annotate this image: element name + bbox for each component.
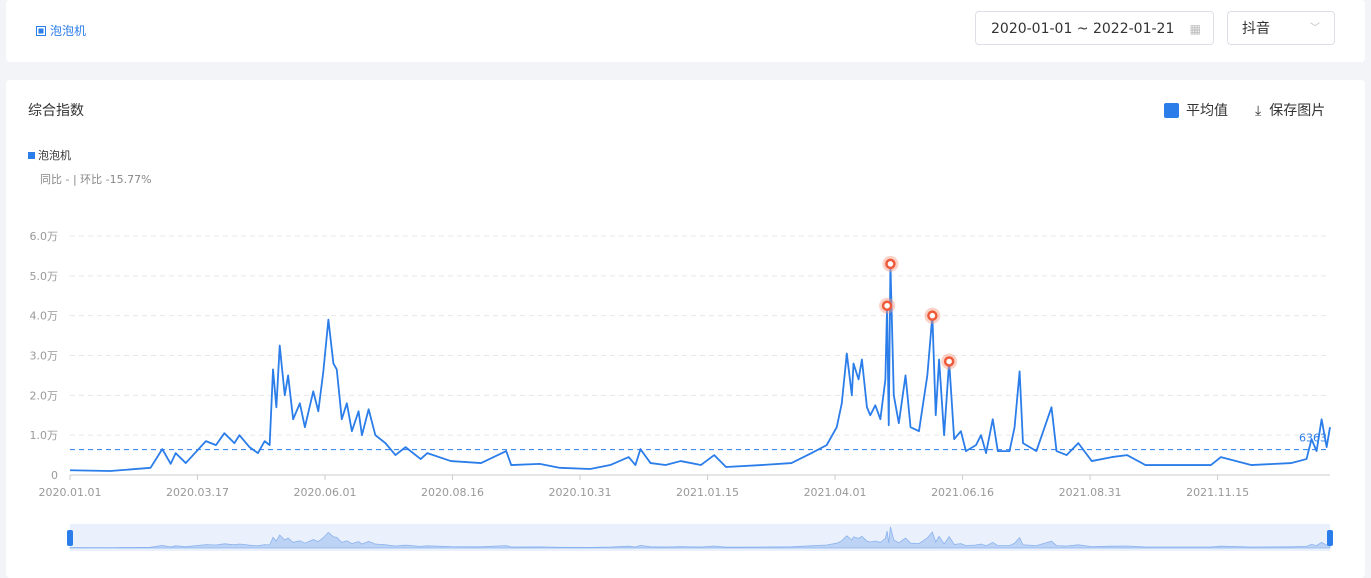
x-tick-label: 2021.08.31	[1059, 486, 1122, 499]
zoom-area	[69, 526, 1331, 549]
y-tick-label: 3.0万	[30, 350, 59, 363]
zoom-handle	[67, 530, 73, 546]
keyword-tag[interactable]: 泡泡机	[36, 22, 86, 39]
legend: 泡泡机	[28, 147, 71, 163]
x-tick-label: 2020.03.17	[166, 486, 229, 499]
keyword: 泡泡机	[50, 24, 87, 38]
x-tick-label: 2020.01.01	[39, 486, 102, 499]
x-tick-label: 2021.01.15	[676, 486, 739, 499]
panel-title: 综合指数	[28, 103, 84, 119]
y-tick-label: 0	[51, 469, 58, 482]
x-tick-label: 2021.11.15	[1186, 486, 1249, 499]
zoom-handle	[1327, 530, 1333, 546]
average-label: 6363	[1299, 432, 1327, 445]
save-button[interactable]: ⤓ 保存图片	[1255, 103, 1326, 119]
x-tick-label: 2020.06.01	[294, 486, 357, 499]
average-label: 平均值	[1186, 103, 1228, 119]
date-picker[interactable]: 2020-01-01 ~ 2022-01-21 ▦	[975, 11, 1214, 45]
peak-marker	[927, 310, 938, 321]
y-tick-label: 4.0万	[30, 310, 59, 323]
panel: 综合指数 平均值 ⤓ 保存图片 泡泡机 同比 - | 环比 -15.77%	[6, 80, 1365, 578]
legend-label: 泡泡机	[38, 149, 71, 162]
x-tick-label: 2021.06.16	[931, 486, 994, 499]
comparison: 同比 - | 环比 -15.77%	[40, 173, 152, 186]
y-tick-label: 5.0万	[30, 270, 59, 283]
y-tick-label: 6.0万	[30, 230, 59, 243]
y-tick-label: 2.0万	[30, 389, 59, 402]
average-toggle[interactable]: 平均值	[1164, 100, 1228, 120]
peak-marker	[885, 258, 896, 270]
platform: 抖音	[1242, 21, 1270, 37]
x-tick-label: 2020.10.31	[549, 486, 612, 499]
x-tick-label: 2020.08.16	[421, 486, 484, 499]
y-tick-label: 1.0万	[30, 429, 59, 442]
peak-marker	[881, 300, 893, 311]
date-range: 2020-01-01 ~ 2022-01-21	[991, 21, 1175, 37]
save-label: 保存图片	[1269, 103, 1326, 119]
x-tick-label: 2021.04.01	[804, 486, 867, 499]
peak-marker	[943, 356, 955, 367]
toolbar: 泡泡机 2020-01-01 ~ 2022-01-21 ▦ 抖音 ﹀	[6, 0, 1365, 62]
line-series	[69, 262, 1331, 472]
platform-select[interactable]: 抖音 ﹀	[1227, 11, 1335, 45]
